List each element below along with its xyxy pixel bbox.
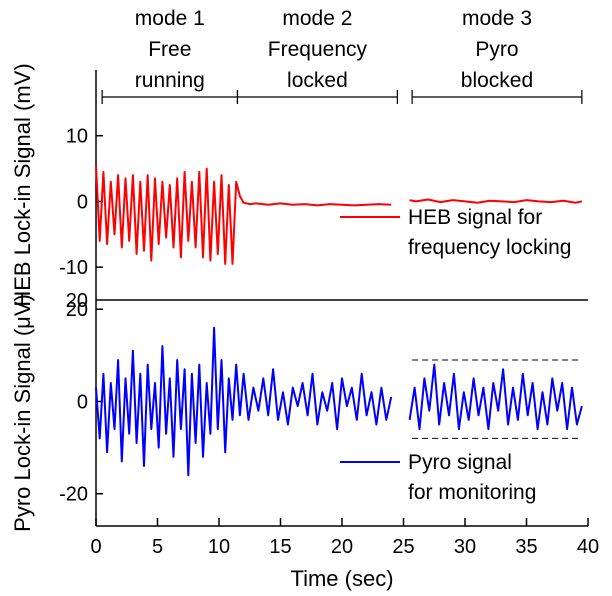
mode-label-line: mode 1 bbox=[135, 7, 205, 30]
panel-2: 20 0 -20 Pyro Lock-in Signal (μV) Pyro signa… bbox=[10, 294, 583, 532]
x-tick-label: 40 bbox=[577, 536, 599, 558]
y-tick-label: 20 bbox=[66, 299, 88, 321]
legend-label-line: Pyro signal bbox=[408, 451, 512, 474]
series-line-segment bbox=[409, 198, 583, 204]
mode-label-line: Free bbox=[148, 38, 191, 61]
x-tick-label: 20 bbox=[331, 536, 353, 558]
mode-label-line: running bbox=[135, 69, 205, 92]
legend: Pyro signal for monitoring bbox=[340, 451, 536, 504]
y-axis-title: Pyro Lock-in Signal (μV) bbox=[10, 294, 35, 532]
x-tick-label: 30 bbox=[454, 536, 476, 558]
x-axis: 0 5 10 15 20 25 30 35 40 Time (sec) bbox=[90, 518, 599, 591]
x-tick-label: 25 bbox=[392, 536, 414, 558]
mode-label-line: blocked bbox=[461, 69, 533, 92]
x-tick-label: 10 bbox=[208, 536, 230, 558]
x-tick-label: 35 bbox=[515, 536, 537, 558]
y-axis-title: HEB Lock-in Signal (mV) bbox=[10, 63, 35, 306]
legend-label-line: for monitoring bbox=[408, 481, 536, 504]
mode-label-line: Pyro bbox=[475, 38, 518, 61]
x-tick-label: 5 bbox=[152, 536, 163, 558]
mode-3-annotation: mode 3 Pyro blocked bbox=[411, 7, 583, 104]
y-tick-label: 20 bbox=[66, 290, 88, 312]
y-tick-label: -20 bbox=[59, 484, 88, 506]
series-line-segment bbox=[408, 363, 583, 431]
legend: HEB signal for frequency locking bbox=[340, 206, 571, 259]
mode-label-line: locked bbox=[287, 69, 348, 92]
series-line-segment bbox=[95, 165, 392, 265]
mode-1-annotation: mode 1 Free running bbox=[101, 7, 239, 104]
legend-label-line: frequency locking bbox=[408, 236, 571, 259]
mode-label-line: mode 3 bbox=[462, 7, 532, 30]
y-tick-label: -10 bbox=[59, 257, 88, 279]
series-line-segment bbox=[95, 326, 393, 477]
x-tick-label: 15 bbox=[269, 536, 291, 558]
mode-label-line: mode 2 bbox=[282, 7, 352, 30]
y-tick-label: 10 bbox=[66, 126, 88, 148]
mode-2-annotation: mode 2 Frequency locked bbox=[236, 7, 398, 104]
panels: 10 0 -10 20 HEB Lock-in Signal (mV) HEB signa… bbox=[10, 63, 588, 532]
x-axis-title: Time (sec) bbox=[290, 566, 393, 591]
legend-label-line: HEB signal for bbox=[408, 206, 542, 229]
panel-1: 10 0 -10 20 HEB Lock-in Signal (mV) HEB signa… bbox=[10, 63, 583, 312]
y-tick-label: 0 bbox=[77, 191, 88, 213]
mode-label-line: Frequency bbox=[268, 38, 368, 61]
y-tick-label: 0 bbox=[77, 391, 88, 413]
x-tick-label: 0 bbox=[90, 536, 101, 558]
